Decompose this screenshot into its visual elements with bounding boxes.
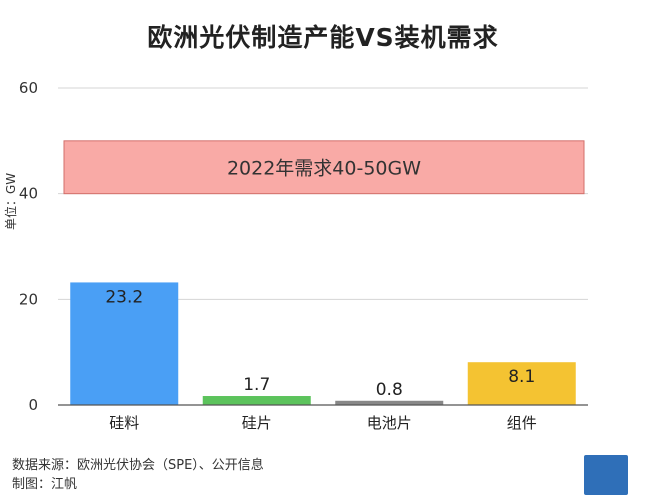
bar [70, 282, 179, 405]
y-tick-label: 40 [19, 185, 38, 203]
bar-value-label: 1.7 [243, 375, 270, 395]
x-tick-label: 组件 [507, 414, 537, 432]
bar-value-label: 8.1 [508, 367, 535, 387]
bar [202, 396, 311, 405]
x-tick-label: 硅料 [109, 414, 139, 432]
demand-band-label: 2022年需求40-50GW [227, 157, 421, 179]
x-tick-label: 电池片 [367, 414, 412, 432]
source-note: 数据来源：欧洲光伏协会（SPE）、公开信息 制图：江帆 [12, 456, 264, 494]
x-tick-label: 硅片 [242, 414, 272, 432]
y-tick-label: 20 [19, 290, 38, 308]
source-text: 数据来源：欧洲光伏协会（SPE）、公开信息 [12, 458, 264, 473]
demand-band [63, 140, 585, 195]
bar-value-label: 0.8 [376, 380, 403, 400]
y-tick-label: 60 [19, 79, 38, 97]
author-text: 制图：江帆 [12, 477, 78, 492]
bar [335, 400, 444, 405]
chart-title: 欧洲光伏制造产能VS装机需求 [147, 23, 499, 52]
bar [467, 362, 576, 405]
bar-value-label: 23.2 [105, 287, 143, 307]
y-tick-label: 0 [28, 396, 38, 414]
publisher-logo [584, 455, 628, 495]
